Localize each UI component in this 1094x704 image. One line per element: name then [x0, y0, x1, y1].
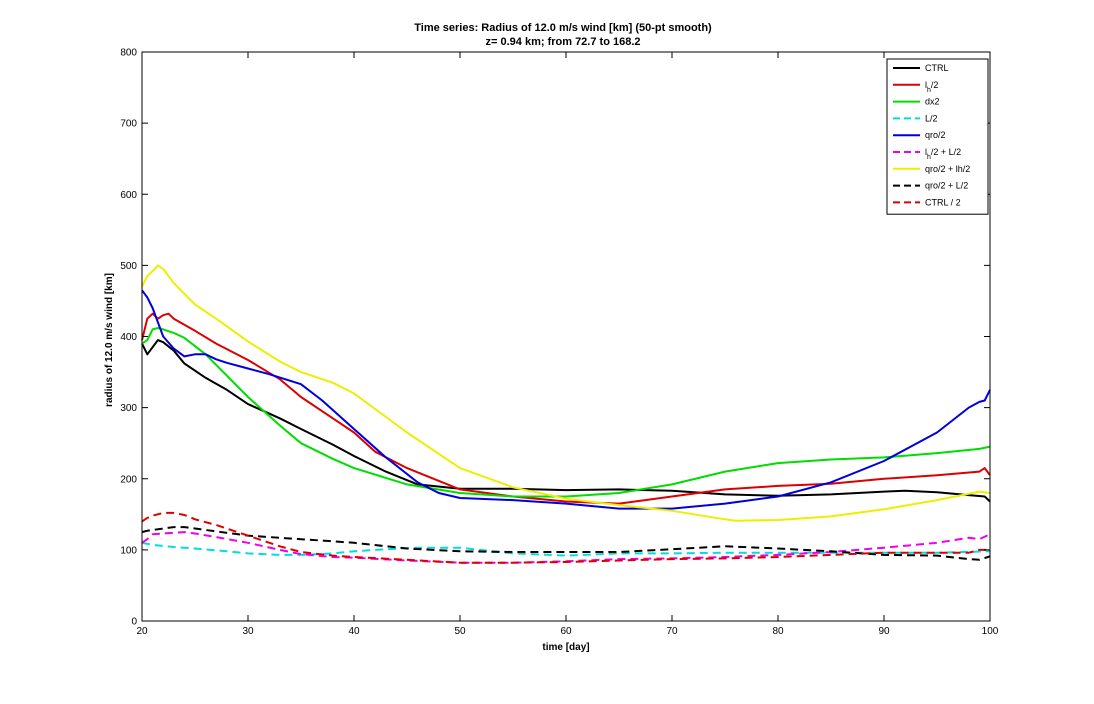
series-line-5 — [141, 289, 991, 510]
legend-label: CTRL — [925, 63, 949, 73]
y-tick-label: 0 — [131, 617, 137, 628]
y-tick-label: 800 — [120, 48, 137, 59]
y-axis: 0 100 200 300 400 500 600 700 800 — [120, 48, 990, 628]
series-line-1 — [141, 339, 991, 503]
y-tick-label: 700 — [120, 119, 137, 130]
legend-label: qro/2 + lh/2 — [925, 164, 970, 174]
series-line-9 — [141, 511, 990, 564]
legend: CTRL lh/2 dx2 L/2 qro/2 lh/2 + L/2 qro/2 + lh/… — [886, 58, 989, 215]
x-tick-label: 60 — [560, 626, 572, 637]
series-line-4 — [141, 541, 991, 557]
x-tick-label: 40 — [348, 626, 360, 637]
series-line-8 — [141, 526, 991, 561]
x-tick-label: 30 — [242, 626, 254, 637]
series-line-2 — [141, 312, 991, 505]
chart-title: Time series: Radius of 12.0 m/s wind [km… — [414, 22, 712, 34]
legend-label: lh/2 — [925, 80, 938, 94]
legend-label: CTRL / 2 — [925, 197, 961, 207]
legend-label: qro/2 — [925, 130, 946, 140]
y-tick-label: 400 — [120, 332, 137, 343]
legend-label: L/2 — [925, 113, 938, 123]
series-line-3 — [141, 327, 991, 498]
x-axis-label: time [day] — [542, 642, 589, 653]
x-tick-label: 20 — [136, 626, 148, 637]
legend-label: lh/2 + L/2 — [925, 147, 961, 161]
y-tick-label: 200 — [120, 474, 137, 485]
chart-subtitle: z= 0.94 km; from 72.7 to 168.2 — [486, 36, 641, 48]
x-tick-label: 50 — [454, 626, 466, 637]
x-tick-label: 90 — [878, 626, 890, 637]
y-tick-label: 500 — [120, 261, 137, 272]
legend-label: qro/2 + L/2 — [925, 181, 968, 191]
y-tick-label: 100 — [120, 545, 137, 556]
plot-lines — [141, 264, 991, 564]
series-line-7 — [141, 264, 991, 522]
y-axis-label: radius of 12.0 m/s wind [km] — [104, 273, 115, 407]
x-tick-label: 80 — [772, 626, 784, 637]
y-tick-label: 300 — [120, 403, 137, 414]
y-tick-label: 600 — [120, 190, 137, 201]
x-tick-label: 100 — [982, 626, 999, 637]
legend-label: dx2 — [925, 97, 940, 107]
x-tick-label: 70 — [666, 626, 678, 637]
x-axis: 20 30 40 50 60 70 80 90 100 — [136, 52, 999, 637]
